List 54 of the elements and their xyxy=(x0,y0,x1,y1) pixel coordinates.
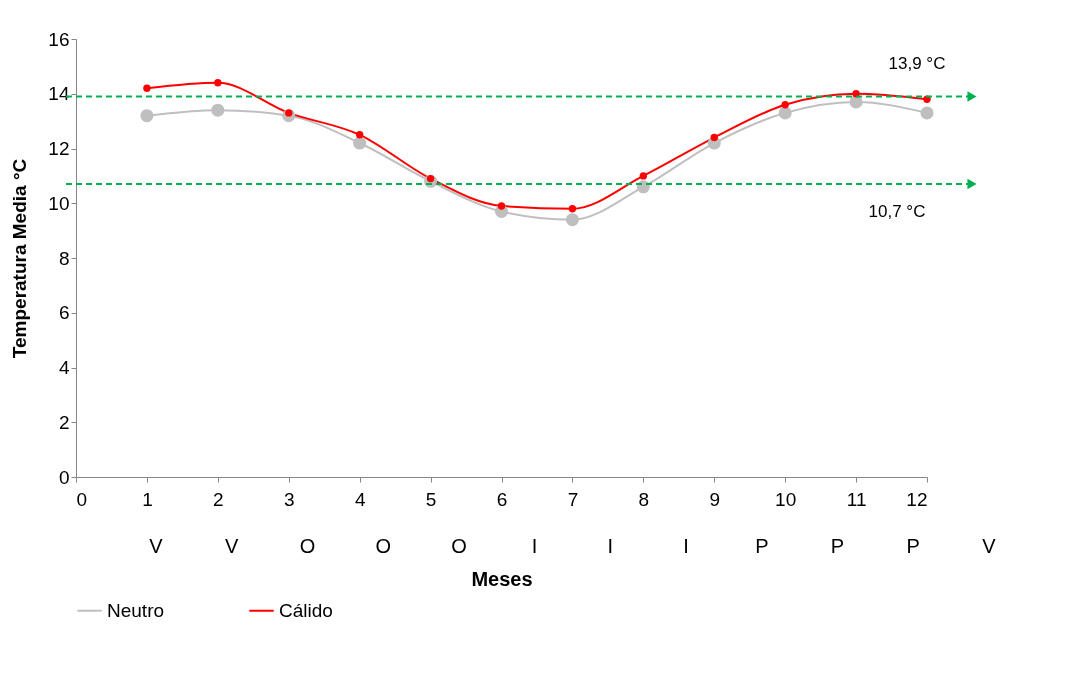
text: V xyxy=(149,535,164,557)
ref-line-label: 13,9 °C xyxy=(888,54,946,74)
text: O xyxy=(451,535,467,557)
x-tick-label: 4 xyxy=(354,488,366,510)
text: P xyxy=(830,535,845,557)
point xyxy=(353,136,367,150)
text: I xyxy=(683,535,689,557)
x-axis-title: Meses xyxy=(471,567,533,590)
point xyxy=(497,202,506,210)
point xyxy=(355,131,364,139)
text: V xyxy=(982,535,997,557)
text: P xyxy=(755,535,769,557)
y-tick-label: 10 xyxy=(48,192,70,214)
x-tick-label: 2 xyxy=(213,488,224,510)
x-tick-label: 8 xyxy=(638,488,650,510)
x-tick-label: 7 xyxy=(567,488,579,510)
x-tick-label: 11 xyxy=(846,488,867,510)
y-tick-label: 4 xyxy=(58,357,70,378)
x-tick-label: 3 xyxy=(283,488,295,510)
y-tick-label: 2 xyxy=(58,411,70,433)
point xyxy=(143,84,151,92)
y-axis-title: Temperatura Media °C xyxy=(9,158,31,359)
text: O xyxy=(299,535,316,557)
point xyxy=(781,101,789,109)
point xyxy=(710,133,718,142)
x-tick-label: 5 xyxy=(425,488,437,510)
x-tick-label: 12 xyxy=(906,488,928,510)
x-tick-label: 10 xyxy=(775,488,797,510)
y-tick-label: 0 xyxy=(58,466,70,488)
text: V xyxy=(225,535,240,557)
text: I xyxy=(607,535,614,557)
y-tick-label: 12 xyxy=(48,138,70,159)
point xyxy=(568,205,577,213)
x-tick-label: 6 xyxy=(496,488,508,510)
point xyxy=(778,106,792,120)
text: I xyxy=(531,535,538,557)
y-tick-label: 16 xyxy=(48,28,70,50)
text: O xyxy=(375,535,391,557)
x-tick-label: 0 xyxy=(76,488,88,510)
legend-label: Cálido xyxy=(279,599,333,621)
ref-line-label: 10,7 °C xyxy=(868,202,926,222)
text: P xyxy=(906,535,920,557)
point xyxy=(211,103,225,117)
point xyxy=(920,106,934,120)
point xyxy=(140,109,154,123)
x-tick-label: 1 xyxy=(142,488,153,510)
legend-label: Neutro xyxy=(107,599,165,621)
point xyxy=(214,79,222,87)
point xyxy=(639,172,648,180)
x-tick-label: 9 xyxy=(709,488,721,510)
point xyxy=(565,213,579,227)
y-tick-label: 8 xyxy=(58,247,70,269)
y-tick-label: 14 xyxy=(48,83,70,105)
y-tick-label: 6 xyxy=(58,302,70,324)
